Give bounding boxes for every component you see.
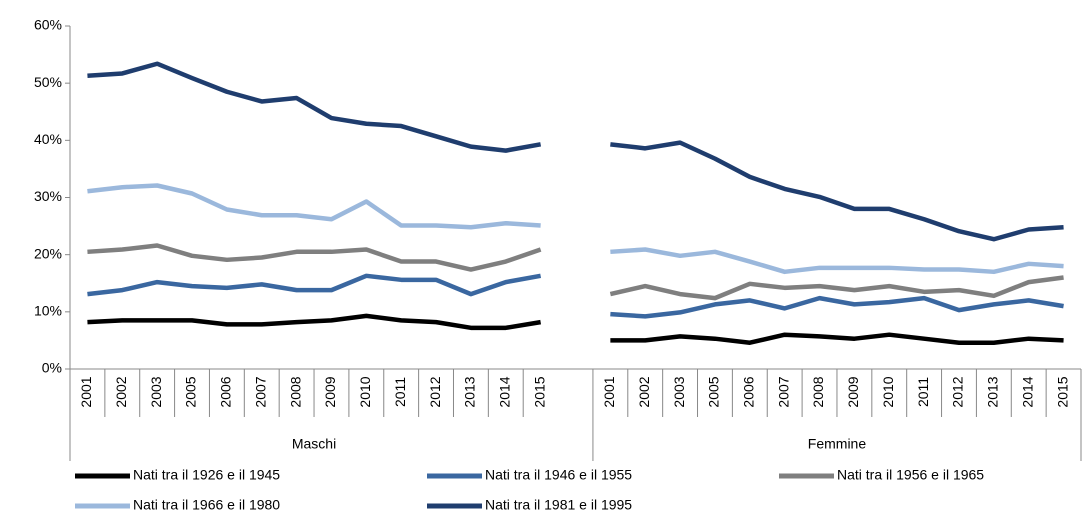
x-tick-label: 2010 [880,376,896,407]
x-tick-label: 2015 [1054,376,1070,407]
series-line [87,183,1064,275]
series-line [87,61,1064,242]
legend-label: Nati tra il 1966 e il 1980 [133,497,280,513]
x-tick-label: 2013 [985,376,1001,407]
x-tick-label: 2009 [322,376,338,407]
x-tick-label: 2003 [148,376,164,407]
series-line [87,313,1064,345]
x-tick-label: 2005 [183,376,199,407]
group-label: Femmine [808,436,867,452]
x-tick-label: 2014 [1019,376,1035,407]
y-tick-label: 50% [34,74,62,90]
x-tick-label: 2007 [252,376,268,407]
series-line [87,243,1064,301]
y-tick-label: 30% [34,188,62,204]
x-tick-label: 2008 [810,376,826,407]
x-tick-label: 2011 [392,377,408,407]
x-tick-label: 2003 [671,376,687,407]
x-tick-label: 2006 [218,376,234,407]
series-line [87,273,1064,319]
x-tick-label: 2010 [357,376,373,407]
x-tick-label: 2013 [462,376,478,407]
x-tick-label: 2002 [636,376,652,407]
y-tick-label: 40% [34,131,62,147]
x-tick-label: 2001 [78,376,94,407]
y-tick-label: 20% [34,245,62,261]
x-tick-label: 2012 [950,376,966,407]
y-tick-label: 60% [34,17,62,33]
y-tick-label: 10% [34,303,62,319]
x-tick-label: 2007 [775,376,791,407]
x-tick-label: 2006 [741,376,757,407]
x-tick-label: 2014 [496,376,512,407]
y-tick-label: 0% [42,360,62,376]
x-tick-label: 2002 [113,376,129,407]
x-tick-label: 2012 [427,376,443,407]
x-tick-label: 2009 [845,376,861,407]
x-tick-label: 2001 [601,376,617,407]
legend-label: Nati tra il 1956 e il 1965 [837,467,984,483]
legend-label: Nati tra il 1926 e il 1945 [133,467,280,483]
x-tick-label: 2015 [531,376,547,407]
legend-label: Nati tra il 1946 e il 1955 [485,467,632,483]
x-tick-label: 2011 [915,377,931,407]
x-tick-label: 2005 [706,376,722,407]
legend-label: Nati tra il 1981 e il 1995 [485,497,632,513]
group-label: Maschi [292,436,336,452]
x-tick-label: 2008 [287,376,303,407]
